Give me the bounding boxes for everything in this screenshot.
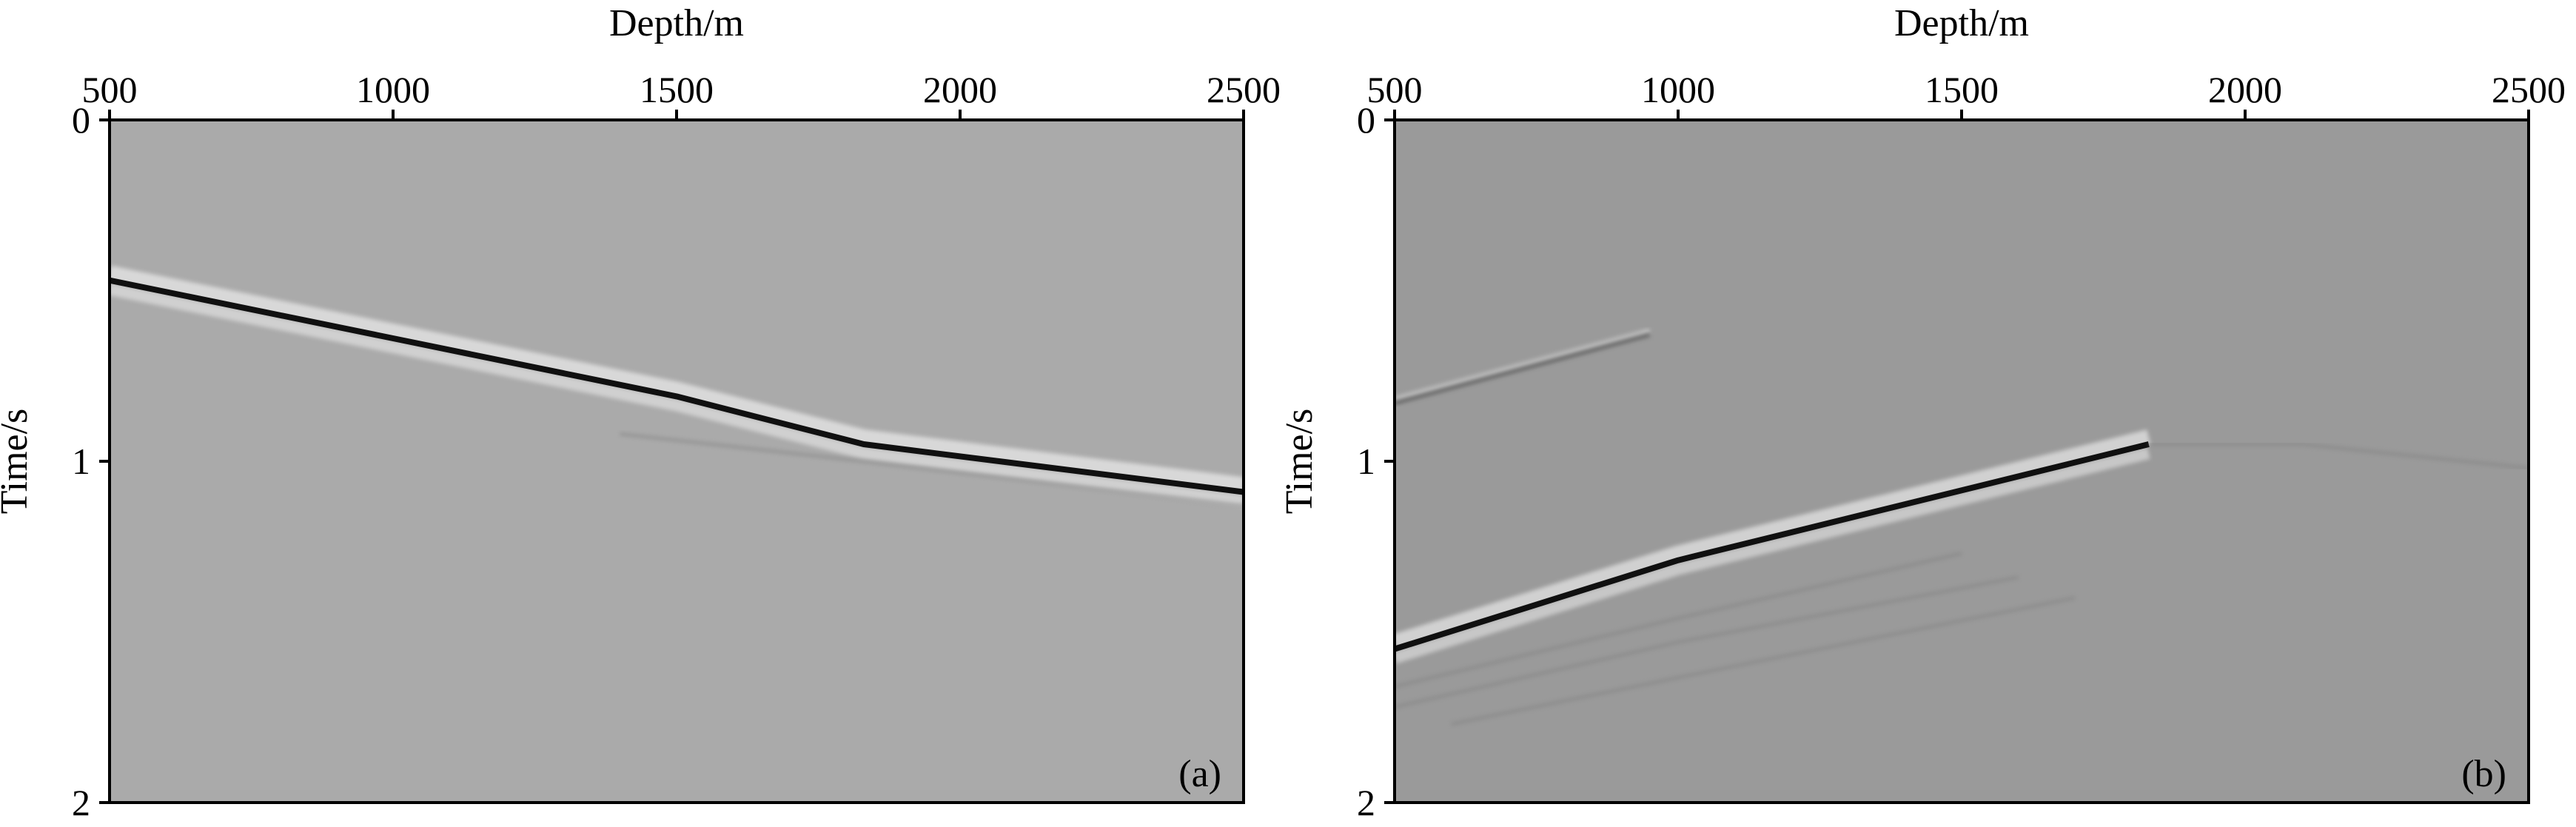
- y-tick-label: 2: [1357, 782, 1375, 823]
- event-trough: [1395, 333, 1651, 405]
- x-axis-label: Depth/m: [609, 2, 744, 44]
- x-tick-label: 500: [82, 69, 138, 110]
- series-6-faint-event: [1451, 596, 2076, 726]
- chart-panel-2: 500 1000 1500 2000 2500 0 1 2 Depth/m Time/s (b): [1278, 2, 2566, 823]
- x-tick-label: 2000: [2208, 69, 2282, 110]
- event-faint: [1395, 575, 2019, 709]
- series-2-faint-event: [620, 432, 1244, 507]
- event-faint: [1395, 552, 1962, 689]
- y-tick-label: 0: [72, 99, 90, 141]
- y-axis-label: Time/s: [1278, 409, 1321, 515]
- x-tick-label: 1000: [356, 69, 430, 110]
- event-halo-upper: [1395, 429, 2151, 649]
- event-trough: [110, 277, 1244, 495]
- y-tick-label: 0: [1357, 99, 1375, 141]
- series-2-secondary-event: [1395, 328, 1651, 405]
- plot-area: [1395, 328, 2529, 726]
- x-tick-label: 2000: [923, 69, 997, 110]
- event-halo-lower: [110, 283, 1244, 507]
- series-1-primary-event: [110, 265, 1244, 507]
- event-halo-upper: [110, 265, 1244, 492]
- event-faint: [2148, 443, 2529, 470]
- x-tick-label: 500: [1367, 69, 1423, 110]
- x-tick-label: 2500: [2492, 69, 2566, 110]
- x-tick-label: 2500: [1207, 69, 1281, 110]
- panel-label: (a): [1178, 753, 1221, 795]
- event-halo-lower: [1395, 447, 2150, 664]
- event-halo: [1395, 328, 1651, 401]
- series-4-faint-event: [1395, 575, 2019, 709]
- chart-panel-1: 500 1000 1500 2000 2500 0 1 2 Depth/m Time/s (a): [0, 2, 1281, 823]
- y-axis-label: Time/s: [0, 409, 36, 515]
- event-faint: [1451, 596, 2076, 726]
- y-tick-label: 1: [72, 441, 90, 482]
- x-tick-label: 1000: [1641, 69, 1715, 110]
- x-tick-label: 1500: [640, 69, 714, 110]
- series-1-primary-event: [1395, 429, 2151, 664]
- x-axis-label: Depth/m: [1894, 2, 2029, 44]
- x-tick-label: 1500: [1925, 69, 1999, 110]
- plot-area: [110, 265, 1244, 507]
- plot-background: [1395, 120, 2529, 803]
- event-faint: [620, 432, 1244, 507]
- y-tick-label: 1: [1357, 441, 1375, 482]
- event-trough: [1395, 441, 2150, 652]
- series-5-faint-event: [1395, 552, 1962, 689]
- panel-label: (b): [2461, 753, 2506, 795]
- y-tick-label: 2: [72, 782, 90, 823]
- series-3-faint-event: [2148, 443, 2529, 470]
